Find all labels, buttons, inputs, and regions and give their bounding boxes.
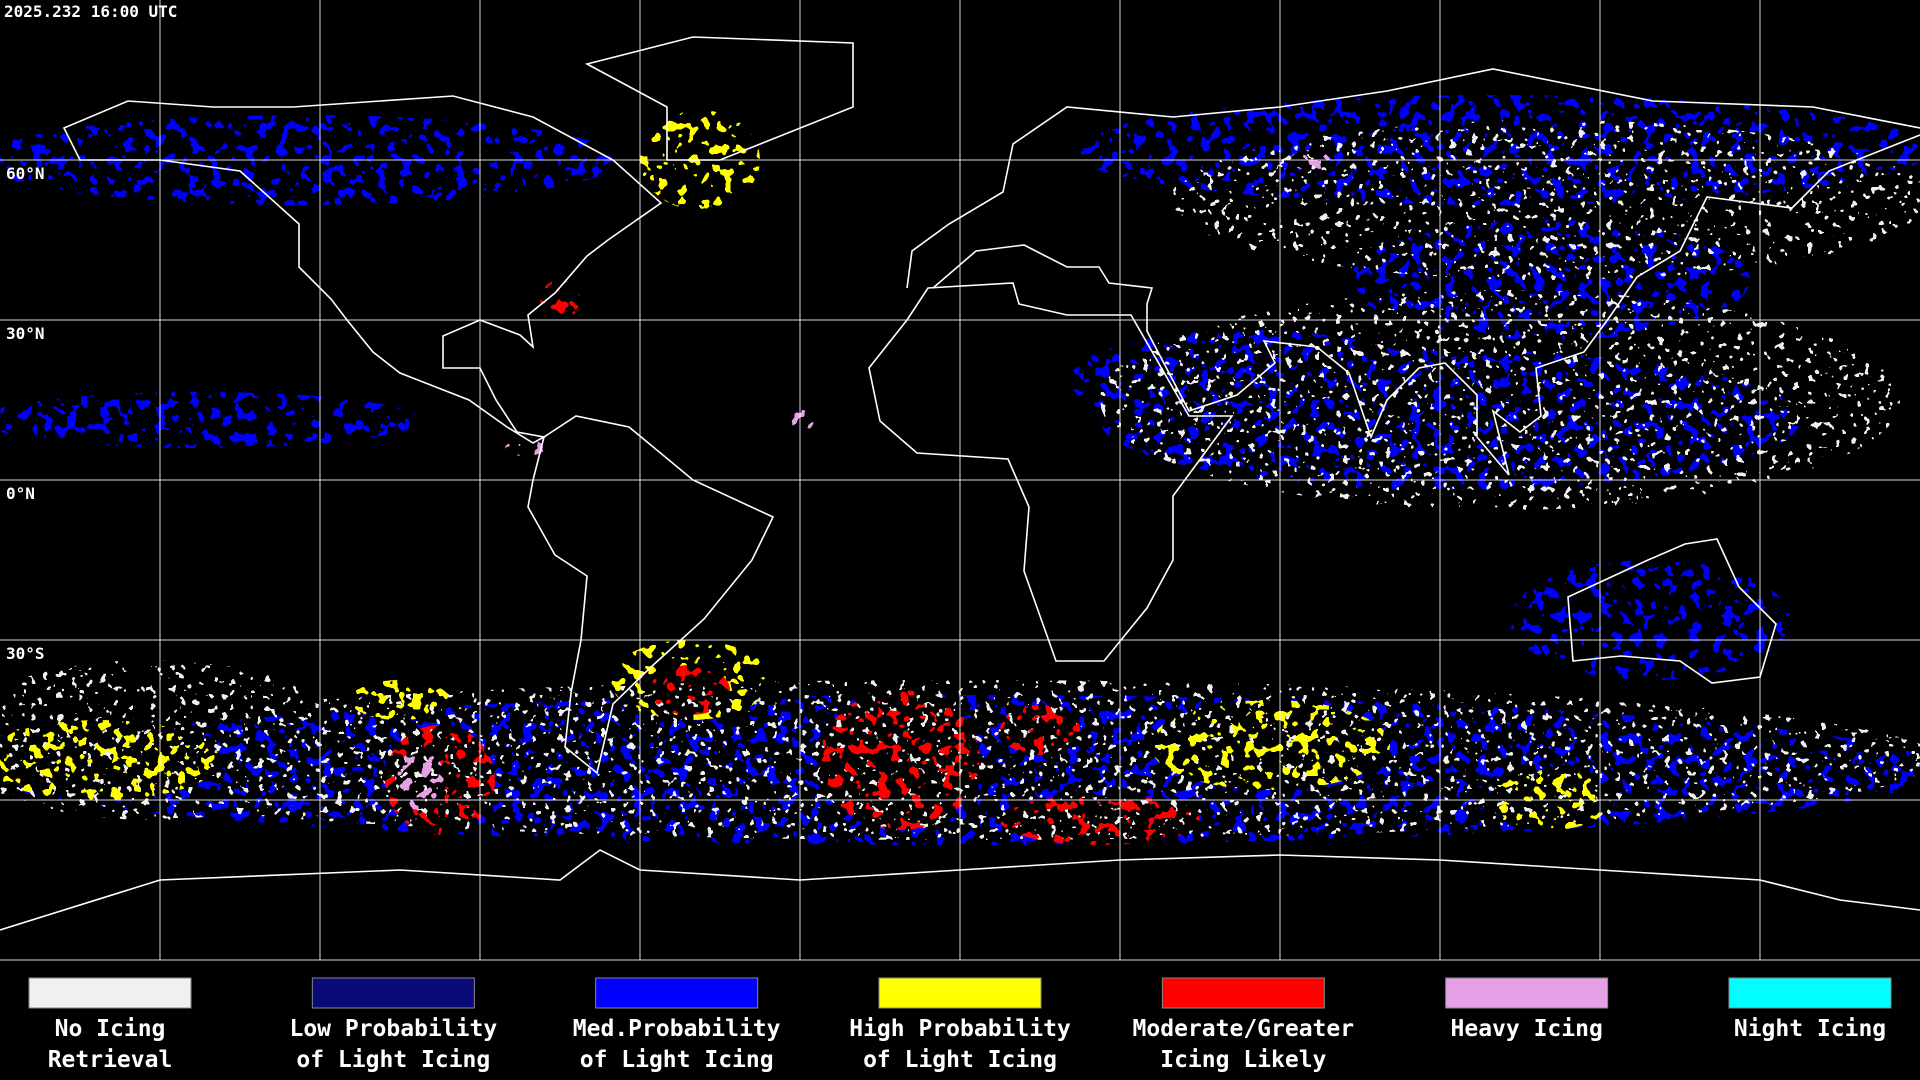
legend-item: Low Probability of Light Icing <box>289 977 497 1073</box>
legend: No Icing Retrieval Low Probability of Light… <box>28 977 1892 1073</box>
legend-label: Low Probability <box>289 1016 497 1042</box>
coast-eurasia <box>906 68 1920 476</box>
legend-label: Icing Likely <box>1160 1047 1326 1073</box>
legend-swatch <box>1445 977 1609 1009</box>
icing-cells-heavy <box>395 150 1330 810</box>
latitude-label: 0°N <box>6 484 35 503</box>
legend-swatch <box>878 977 1042 1009</box>
legend-label: of Light Icing <box>863 1047 1057 1073</box>
graticule <box>0 0 1920 961</box>
legend-label: Retrieval <box>48 1047 173 1073</box>
legend-label: of Light Icing <box>296 1047 490 1073</box>
legend-swatch <box>1161 977 1325 1009</box>
legend-label: Moderate/Greater <box>1133 1016 1355 1042</box>
legend-swatch <box>595 977 759 1009</box>
latitude-label: 30°S <box>6 644 45 663</box>
latitude-label: 60°N <box>6 164 45 183</box>
latitude-label: 30°N <box>6 324 45 343</box>
legend-item: High Probability of Light Icing <box>849 977 1071 1073</box>
coast-australia <box>1567 538 1777 684</box>
legend-label: Med.Probability <box>573 1016 781 1042</box>
legend-label: High Probability <box>849 1016 1071 1042</box>
legend-item: Med.Probability of Light Icing <box>573 977 781 1073</box>
legend-item: No Icing Retrieval <box>28 977 192 1073</box>
coast-africa <box>868 282 1234 662</box>
legend-swatch <box>1728 977 1892 1009</box>
legend-label: No Icing <box>55 1016 166 1042</box>
legend-label: Night Icing <box>1734 1016 1886 1042</box>
legend-swatch <box>28 977 192 1009</box>
timestamp: 2025.232 16:00 UTC <box>4 2 177 21</box>
legend-item: Night Icing <box>1728 977 1892 1042</box>
coast-south-america <box>527 415 775 775</box>
coast-greenland <box>584 36 854 161</box>
coast-north-america <box>62 95 663 444</box>
legend-swatch <box>311 977 475 1009</box>
legend-label: of Light Icing <box>580 1047 774 1073</box>
latitude-labels: 60°N 30°N 0°N 30°S <box>6 164 45 663</box>
legend-label: Heavy Icing <box>1451 1016 1603 1042</box>
legend-item: Moderate/Greater Icing Likely <box>1133 977 1355 1073</box>
legend-item: Heavy Icing <box>1445 977 1609 1042</box>
